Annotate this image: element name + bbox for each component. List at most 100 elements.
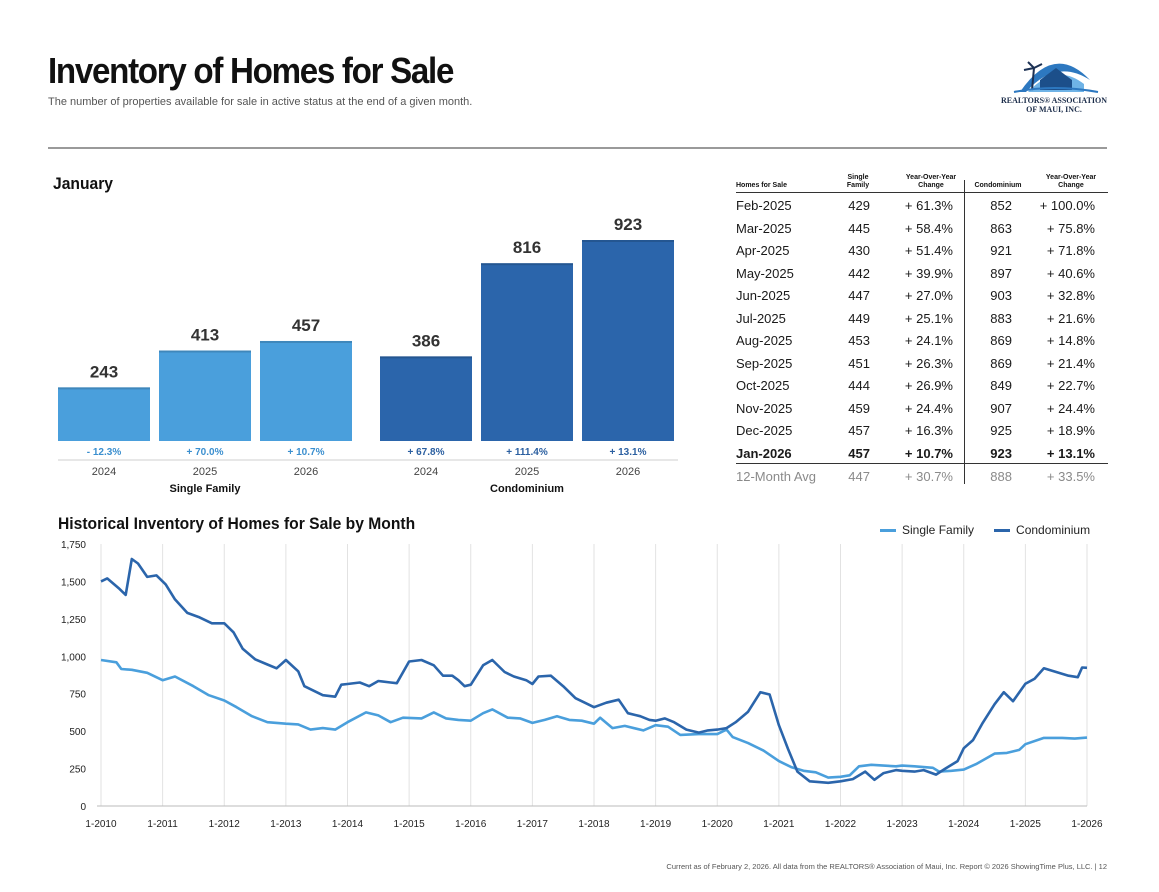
cell-condo-change: + 24.4% xyxy=(1046,400,1095,416)
bar-year-label: 2026 xyxy=(294,466,318,478)
cell-sf-change: + 26.3% xyxy=(904,355,953,371)
change-label-background xyxy=(58,442,150,458)
bar-value-label: 243 xyxy=(90,362,118,381)
cell-condo: 869 xyxy=(990,355,1012,371)
cell-period: Apr-2025 xyxy=(736,243,790,258)
bar-top-edge xyxy=(159,350,251,353)
table-column-divider xyxy=(964,180,965,484)
bar-value-label: 923 xyxy=(614,215,642,234)
cell-sf-change: + 27.0% xyxy=(904,288,953,303)
page-subtitle: The number of properties available for s… xyxy=(48,96,473,108)
cell-condo: 921 xyxy=(990,243,1012,258)
table-row: Mar-2025 445 + 58.4% 863 + 75.8% xyxy=(736,216,1108,239)
cell-condo: 903 xyxy=(990,288,1012,303)
cell-sf-change: + 25.1% xyxy=(904,310,953,326)
table-header: Homes for Sale Single Family Year-Over-Y… xyxy=(736,166,1108,193)
x-tick-label: 1-2026 xyxy=(1071,819,1103,830)
cell-sf: 447 xyxy=(848,469,870,484)
bar-change-label: - 12.3% xyxy=(87,447,122,458)
cell-sf-change: + 26.9% xyxy=(904,378,953,393)
bar-top-edge xyxy=(380,356,472,359)
january-bar-chart: 243 - 12.3% 2024 413 + 70.0% 2025 457 + 10.7% 20… xyxy=(58,215,678,495)
cell-sf: 444 xyxy=(848,378,870,393)
cell-sf: 429 xyxy=(848,198,870,213)
bar-group-label: Condominium xyxy=(490,483,564,495)
logo-wordmark: REALTORS® ASSOCIATION OF MAUI, INC. xyxy=(1000,96,1108,114)
x-tick-label: 1-2025 xyxy=(1010,819,1042,830)
table-row: Feb-2025 429 + 61.3% 852 + 100.0% xyxy=(736,193,1108,216)
bar-year-label: 2024 xyxy=(414,466,438,478)
bar-value-label: 386 xyxy=(412,331,440,350)
y-tick-label: 0 xyxy=(80,802,86,813)
cell-period: Mar-2025 xyxy=(736,220,792,236)
header-divider xyxy=(48,147,1107,149)
cell-sf-change: + 16.3% xyxy=(904,423,953,438)
cell-condo-change: + 40.6% xyxy=(1046,265,1095,281)
x-tick-label: 1-2024 xyxy=(948,819,980,830)
series-line-condominium xyxy=(100,557,1088,785)
cell-sf-change: + 30.7% xyxy=(904,469,953,484)
association-logo: REALTORS® ASSOCIATION OF MAUI, INC. xyxy=(998,48,1110,118)
bar-single-family-2026 xyxy=(260,340,352,441)
cell-sf: 442 xyxy=(848,265,870,281)
bar-value-label: 816 xyxy=(513,238,541,257)
cell-sf: 430 xyxy=(848,243,870,258)
cell-period: May-2025 xyxy=(736,265,794,281)
cell-condo-change: + 33.5% xyxy=(1046,469,1095,484)
table-row: Nov-2025 459 + 24.4% 907 + 24.4% xyxy=(736,396,1108,419)
bar-value-label: 457 xyxy=(292,316,320,335)
bar-top-edge xyxy=(481,263,573,266)
bar-change-label: + 111.4% xyxy=(506,447,548,458)
cell-sf-change: + 51.4% xyxy=(904,243,953,258)
bar-condominium-2025 xyxy=(481,263,573,441)
table-row: Jan-2026 457 + 10.7% 923 + 13.1% xyxy=(736,441,1108,464)
cell-condo-change: + 13.1% xyxy=(1046,445,1095,461)
table-row: Dec-2025 457 + 16.3% 925 + 18.9% xyxy=(736,418,1108,441)
cell-sf-change: + 10.7% xyxy=(904,445,953,461)
y-tick-label: 750 xyxy=(69,690,86,701)
legend-swatch-single-family xyxy=(880,528,896,532)
cell-period: Feb-2025 xyxy=(736,198,792,213)
chart-legend: Single Family Condominium xyxy=(880,523,1090,537)
cell-sf-change: + 39.9% xyxy=(904,265,953,281)
table-row: Apr-2025 430 + 51.4% 921 + 71.8% xyxy=(736,238,1108,261)
legend-label-single-family: Single Family xyxy=(902,523,975,537)
x-tick-label: 1-2010 xyxy=(85,819,117,830)
cell-condo: 907 xyxy=(990,400,1012,416)
table-row: Jul-2025 449 + 25.1% 883 + 21.6% xyxy=(736,306,1108,329)
x-tick-label: 1-2014 xyxy=(332,819,364,830)
change-label-background xyxy=(380,442,472,458)
cell-period: 12-Month Avg xyxy=(736,469,816,484)
logo-emblem-icon xyxy=(1013,61,1099,93)
legend-label-condominium: Condominium xyxy=(1016,523,1091,537)
y-tick-label: 250 xyxy=(69,765,86,776)
cell-sf-change: + 24.1% xyxy=(904,333,953,348)
y-tick-label: 500 xyxy=(69,727,86,738)
table-row: Aug-2025 453 + 24.1% 869 + 14.8% xyxy=(736,328,1108,351)
cell-condo-change: + 18.9% xyxy=(1046,423,1095,438)
x-tick-label: 1-2022 xyxy=(825,819,857,830)
bar-top-edge xyxy=(582,240,674,242)
bar-change-label: + 10.7% xyxy=(288,447,325,458)
table-row: 12-Month Avg 447 + 30.7% 888 + 33.5% xyxy=(736,464,1108,487)
cell-period: Jun-2025 xyxy=(736,288,791,303)
cell-condo: 869 xyxy=(990,333,1012,348)
cell-condo-change: + 75.8% xyxy=(1046,220,1095,236)
bar-condominium-2026 xyxy=(582,240,674,441)
monthly-data-table: Homes for Sale Single Family Year-Over-Y… xyxy=(736,166,1108,487)
historical-line-chart: 1-2010 1-2011 1-2012 1-2013 1-2014 1-2015 1-20… xyxy=(61,540,1103,830)
bar-change-label: + 13.1% xyxy=(610,447,647,458)
y-tick-label: 1,250 xyxy=(61,615,86,626)
bar-single-family-2024 xyxy=(58,387,150,441)
cell-condo-change: + 100.0% xyxy=(1039,198,1095,213)
bar-year-label: 2026 xyxy=(616,466,640,478)
x-tick-label: 1-2021 xyxy=(763,819,795,830)
cell-sf: 457 xyxy=(848,423,870,438)
cell-sf: 453 xyxy=(848,333,870,348)
cell-period: Jan-2026 xyxy=(736,445,792,461)
header-period: Homes for Sale xyxy=(736,182,787,189)
x-tick-label: 1-2023 xyxy=(887,819,919,830)
cell-sf: 445 xyxy=(848,220,870,236)
cell-sf: 449 xyxy=(848,310,870,326)
change-label-background xyxy=(159,442,251,458)
